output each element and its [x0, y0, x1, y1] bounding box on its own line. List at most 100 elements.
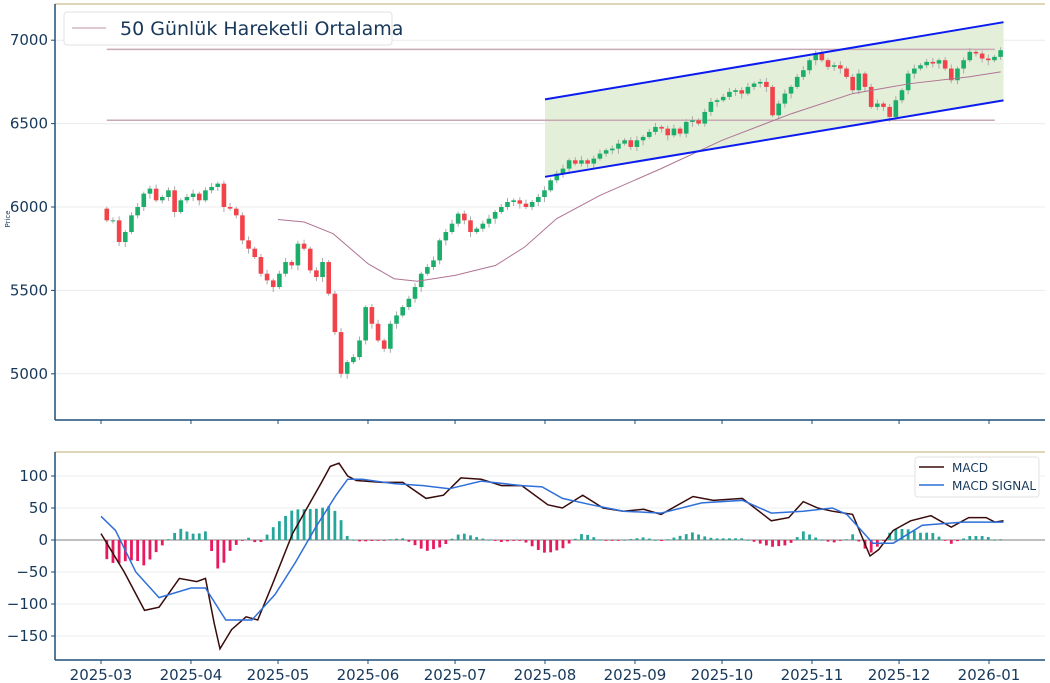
histogram-bar-positive	[284, 515, 287, 540]
histogram-bar-positive	[740, 538, 744, 540]
candle-up	[209, 186, 214, 191]
candle-up	[437, 240, 442, 261]
candle-up	[357, 340, 362, 358]
candle-up	[727, 91, 732, 97]
candle-down	[307, 248, 313, 271]
histogram-bar-positive	[456, 534, 460, 540]
histogram-bar-positive	[302, 509, 306, 540]
candle-down	[979, 53, 985, 59]
candle-up	[683, 121, 689, 134]
histogram-bar-positive	[912, 530, 916, 540]
candle-up	[295, 243, 301, 266]
candle-up	[215, 183, 221, 187]
candle-up	[597, 153, 603, 159]
candle-down	[264, 273, 270, 281]
candle-up	[893, 100, 899, 117]
histogram-bar-positive	[678, 535, 682, 540]
candle-up	[714, 100, 720, 102]
histogram-bar-positive	[709, 537, 713, 540]
candle-down	[665, 128, 671, 136]
candle-up	[135, 206, 140, 216]
histogram-bar-positive	[801, 531, 805, 540]
candle-up	[733, 90, 738, 92]
histogram-bar-negative	[567, 540, 571, 544]
histogram-bar-positive	[598, 539, 602, 541]
candle-down	[825, 60, 831, 67]
histogram-bar-positive	[635, 538, 639, 540]
candle-up	[807, 60, 812, 71]
candle-down	[844, 68, 849, 77]
price-tick-label: 6000	[10, 198, 48, 216]
histogram-bar-negative	[543, 540, 546, 553]
histogram-bar-negative	[425, 540, 429, 551]
candle-up	[622, 140, 627, 144]
candle-down	[326, 262, 332, 294]
candle-down	[240, 215, 245, 241]
candle-up	[344, 362, 350, 374]
histogram-bar-negative	[493, 540, 497, 541]
candle-up	[603, 150, 609, 154]
price-panel: 5000 5500 6000 6500 7000	[10, 3, 1045, 424]
candle-up	[955, 68, 960, 81]
candle-up	[542, 190, 547, 197]
macd-legend-box	[914, 456, 1040, 498]
histogram-bar-negative	[370, 540, 374, 541]
histogram-bar-positive	[925, 532, 929, 540]
candle-down	[585, 160, 590, 164]
candle-down	[739, 90, 745, 94]
histogram-bar-negative	[882, 540, 885, 541]
histogram-bar-negative	[222, 540, 226, 563]
histogram-bar-positive	[487, 539, 491, 541]
macd-tick-label: −50	[16, 563, 48, 581]
macd-tick-label: −100	[7, 595, 48, 613]
candle-up	[554, 173, 560, 181]
candle-down	[819, 53, 825, 61]
candle-up	[961, 60, 966, 69]
candle-up	[801, 70, 806, 77]
macd-tick-label: 50	[29, 499, 48, 517]
candle-up	[388, 323, 393, 349]
candle-down	[233, 208, 239, 216]
candle-down	[468, 220, 473, 233]
histogram-bar-positive	[641, 537, 645, 540]
histogram-bar-positive	[968, 535, 972, 540]
histogram-bar-negative	[228, 540, 232, 551]
histogram-bar-positive	[586, 534, 590, 540]
histogram-bar-negative	[148, 540, 152, 560]
candle-down	[289, 262, 295, 266]
histogram-bar-positive	[271, 527, 275, 540]
x-tick-label: 2025-07	[424, 666, 487, 683]
candle-up	[757, 81, 763, 84]
candle-up	[110, 220, 116, 222]
histogram-bar-negative	[610, 540, 614, 541]
candle-up	[831, 65, 837, 67]
histogram-bar-positive	[580, 534, 583, 540]
candle-down	[221, 183, 227, 207]
histogram-bar-positive	[691, 532, 694, 540]
x-tick-label: 2025-08	[514, 666, 577, 683]
macd-legend: MACD MACD SIGNAL	[914, 456, 1040, 498]
channel-lower-line	[544, 99, 1004, 178]
histogram-bar-positive	[345, 535, 349, 540]
histogram-bar-negative	[142, 540, 146, 566]
candle-down	[104, 208, 110, 221]
histogram-bar-negative	[536, 540, 540, 550]
histogram-bar-positive	[666, 539, 670, 541]
candle-up	[184, 196, 190, 201]
price-tick-label: 5000	[10, 365, 48, 383]
histogram-bar-negative	[943, 540, 947, 541]
candle-up	[936, 60, 942, 64]
histogram-bar-positive	[715, 538, 719, 540]
candle-down	[270, 280, 276, 288]
histogram-bar-positive	[820, 539, 824, 541]
macd-tick-label: −150	[7, 627, 48, 645]
histogram-bar-negative	[364, 540, 368, 542]
candle-up	[141, 193, 147, 207]
histogram-bar-negative	[660, 540, 663, 542]
histogram-bar-positive	[173, 532, 177, 540]
candle-down	[881, 103, 886, 107]
histogram-bar-positive	[974, 535, 978, 540]
histogram-bar-negative	[764, 540, 768, 546]
candle-up	[431, 260, 436, 268]
